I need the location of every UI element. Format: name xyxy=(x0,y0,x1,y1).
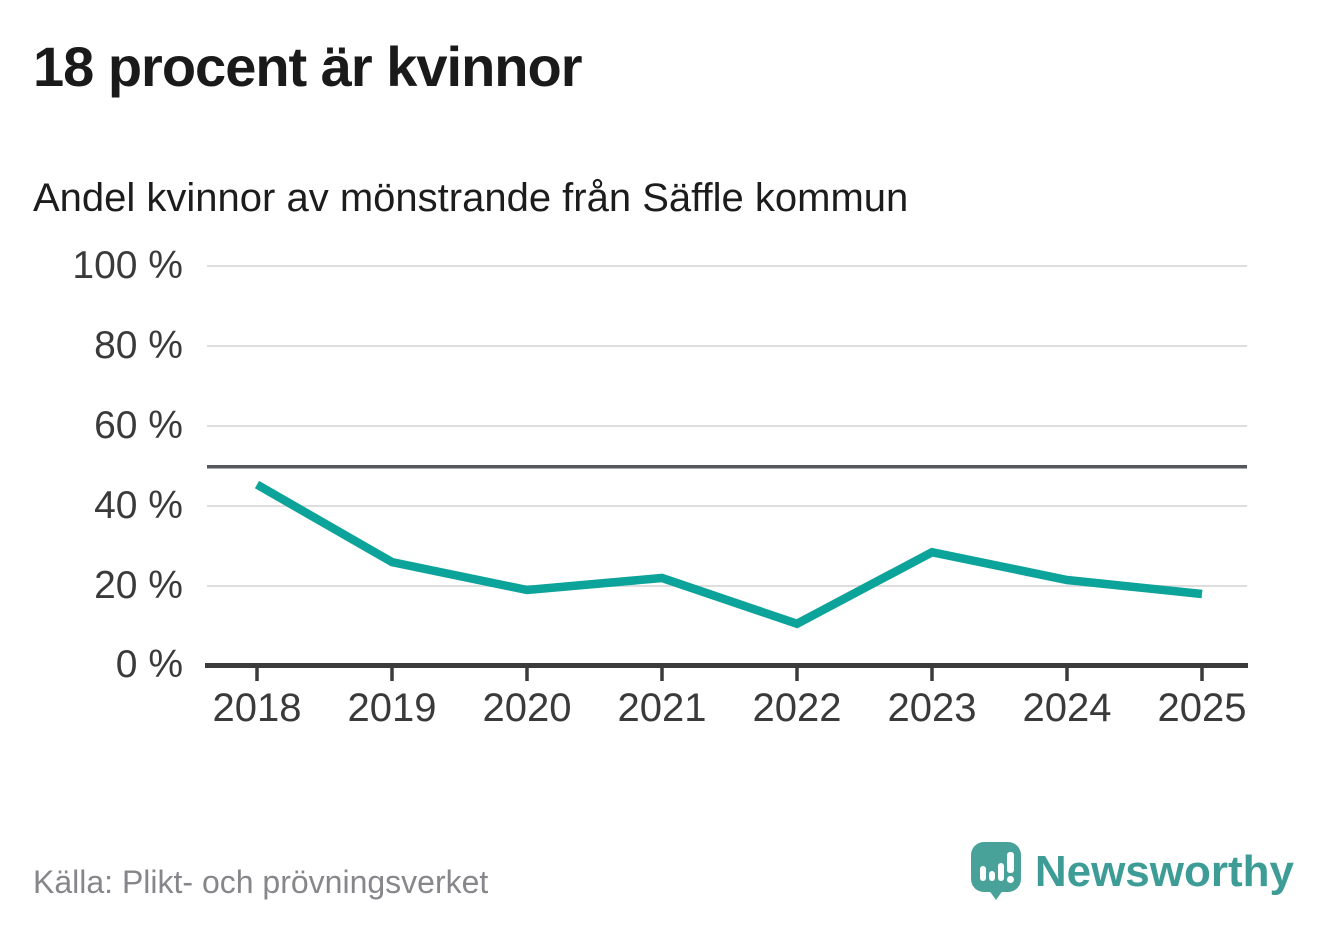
newsworthy-bubble-icon xyxy=(970,842,1021,902)
speech-bubble-tail xyxy=(985,886,1006,900)
source-note: Källa: Plikt- och prövningsverket xyxy=(33,864,489,900)
brand-name: Newsworthy xyxy=(1034,847,1294,896)
y-tick-label: 0 % xyxy=(115,643,183,686)
gridlines xyxy=(207,265,1247,587)
y-tick-label: 60 % xyxy=(94,404,183,447)
bar-chart-glyph xyxy=(997,863,1004,881)
x-tick-label: 2023 xyxy=(887,686,977,730)
x-tick-label: 2022 xyxy=(752,686,842,730)
exclamation-dot-icon xyxy=(1006,876,1014,883)
y-tick-label: 40 % xyxy=(94,484,183,527)
y-tick-label: 80 % xyxy=(94,324,183,367)
exclamation-icon xyxy=(1006,852,1014,873)
y-tick-label: 20 % xyxy=(94,564,183,607)
x-tick-label: 2024 xyxy=(1022,686,1112,730)
newsworthy-logo: Newsworthy xyxy=(970,842,1294,902)
x-axis-ticks xyxy=(255,668,1204,681)
x-tick-label: 2018 xyxy=(212,686,302,730)
y-tick-label: 100 % xyxy=(72,244,183,287)
x-tick-label: 2019 xyxy=(347,686,437,730)
x-tick-label: 2021 xyxy=(617,686,707,730)
trend-line xyxy=(254,480,1203,629)
x-tick-label: 2025 xyxy=(1157,686,1247,730)
x-tick-label: 2020 xyxy=(482,686,572,730)
page-title: 18 procent är kvinnor xyxy=(33,35,583,98)
chart-subtitle: Andel kvinnor av mönstrande från Säffle … xyxy=(33,176,909,220)
bar-chart-glyph xyxy=(979,866,986,881)
bar-chart-glyph xyxy=(988,871,995,881)
